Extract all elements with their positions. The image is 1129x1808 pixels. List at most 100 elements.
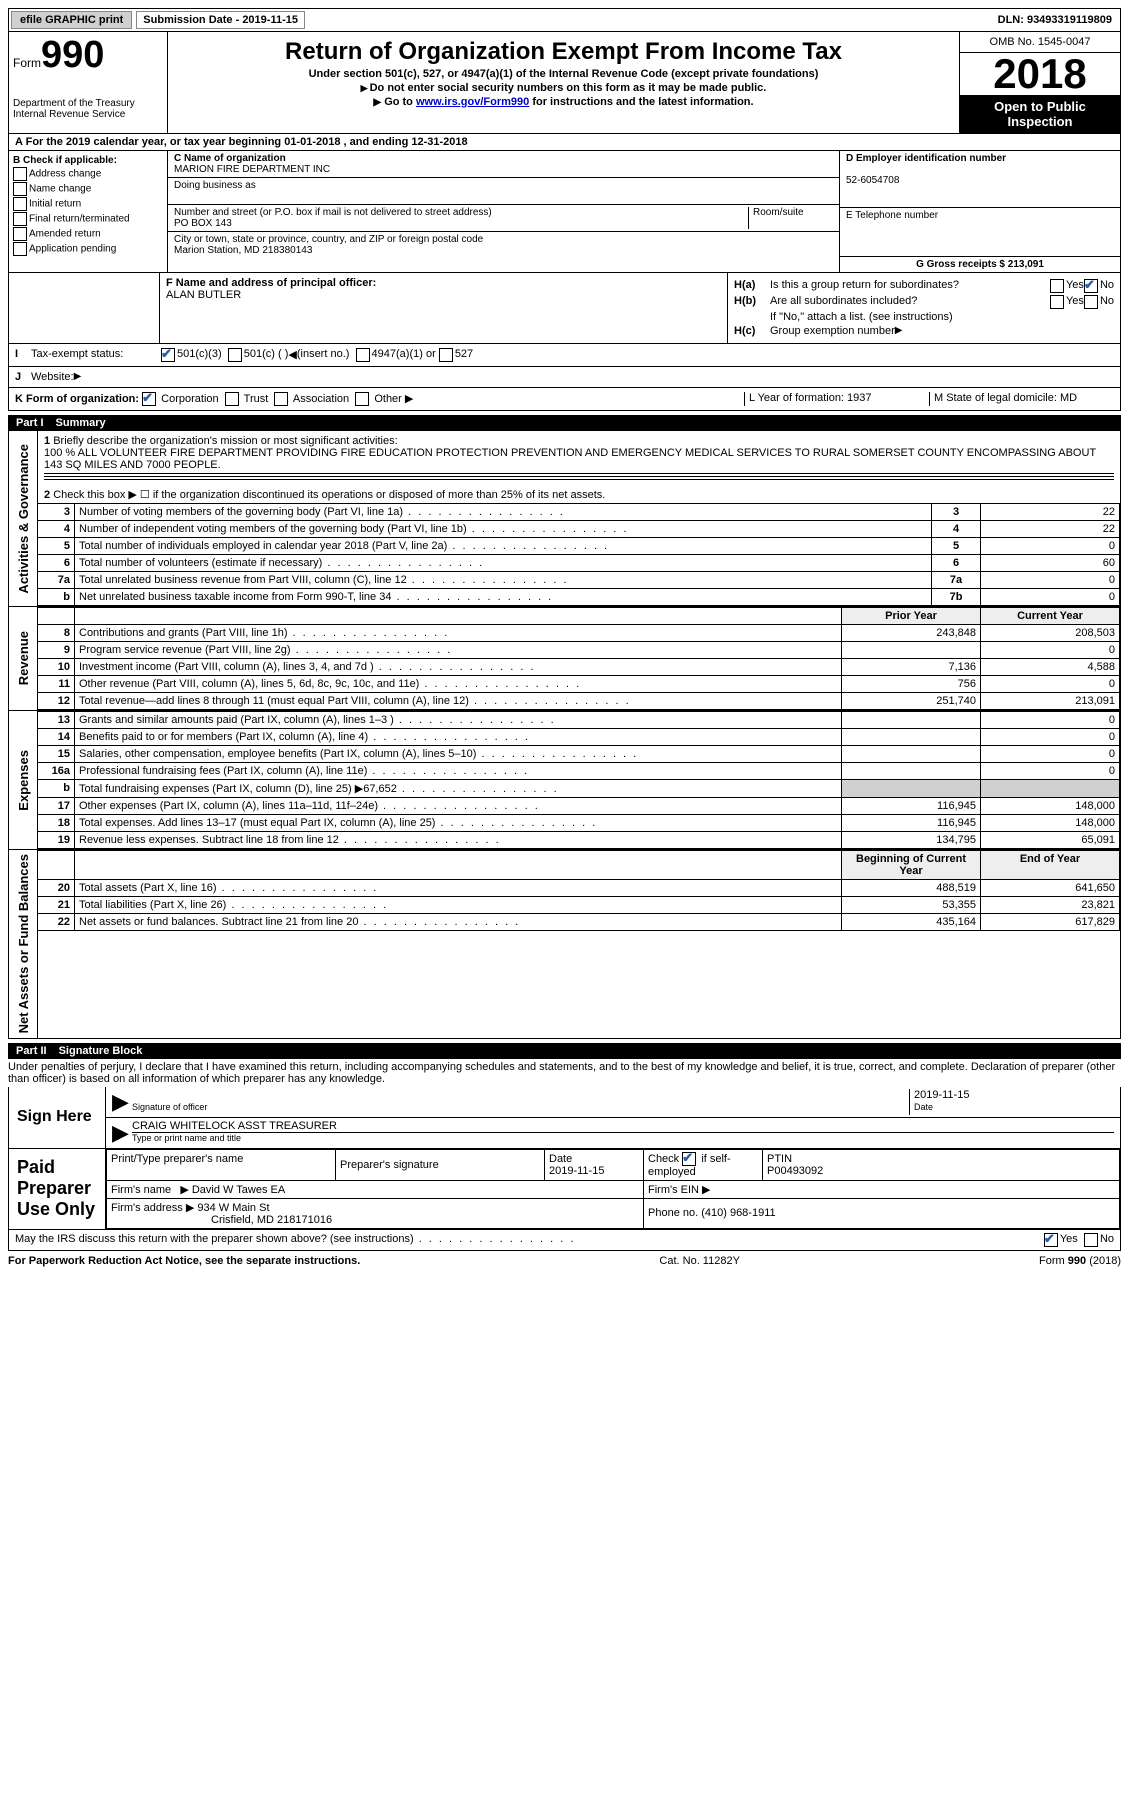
- ha-question: Is this a group return for subordinates?: [770, 279, 1050, 293]
- line-label: Total revenue—add lines 8 through 11 (mu…: [75, 693, 842, 710]
- line-number: 15: [38, 746, 75, 763]
- vlabel-net: Net Assets or Fund Balances: [16, 850, 31, 1037]
- opt-501c3: 501(c)(3): [177, 348, 222, 362]
- cell-current: 4,588: [981, 659, 1120, 676]
- hb-yes: Yes: [1066, 295, 1084, 309]
- efile-print-button[interactable]: efile GRAPHIC print: [11, 11, 132, 29]
- line-value: 0: [981, 572, 1120, 589]
- checkbox-name-change[interactable]: [13, 182, 27, 196]
- line-label: Salaries, other compensation, employee b…: [75, 746, 842, 763]
- checkbox-address-change[interactable]: [13, 167, 27, 181]
- line-label: Program service revenue (Part VIII, line…: [75, 642, 842, 659]
- checkbox-4947[interactable]: [356, 348, 370, 362]
- col-prior: Prior Year: [842, 608, 981, 625]
- sig-officer-label: Signature of officer: [132, 1102, 207, 1112]
- mission-text: 100 % ALL VOLUNTEER FIRE DEPARTMENT PROV…: [44, 447, 1096, 471]
- firm-addr-label: Firm's address: [111, 1202, 183, 1214]
- paid-preparer-label: Paid Preparer Use Only: [9, 1149, 106, 1229]
- opt-amended: Amended return: [29, 229, 101, 240]
- line1-label: Briefly describe the organization's miss…: [53, 435, 397, 447]
- checkbox-ha-yes[interactable]: [1050, 279, 1064, 293]
- hb-note: If "No," attach a list. (see instruction…: [734, 311, 1114, 323]
- checkbox-501c3[interactable]: [161, 348, 175, 362]
- table-expenses: 13 Grants and similar amounts paid (Part…: [38, 711, 1120, 849]
- checkbox-trust[interactable]: [225, 392, 239, 406]
- checkbox-527[interactable]: [439, 348, 453, 362]
- section-j: JWebsite: ▶: [8, 367, 1121, 388]
- checkbox-self-employed[interactable]: [682, 1152, 696, 1166]
- sign-here-label: Sign Here: [9, 1087, 106, 1148]
- prep-sig-label: Preparer's signature: [340, 1159, 439, 1171]
- cell-current: 617,829: [981, 914, 1120, 931]
- line-label: Other revenue (Part VIII, column (A), li…: [75, 676, 842, 693]
- form-number: 990: [41, 34, 104, 76]
- checkbox-other[interactable]: [355, 392, 369, 406]
- line-label: Contributions and grants (Part VIII, lin…: [75, 625, 842, 642]
- section-net-assets: Net Assets or Fund Balances Beginning of…: [8, 850, 1121, 1038]
- opt-final-return: Final return/terminated: [29, 214, 130, 225]
- line-label: Number of voting members of the governin…: [75, 504, 932, 521]
- checkbox-hb-yes[interactable]: [1050, 295, 1064, 309]
- line-number: 4: [38, 521, 75, 538]
- section-i: I Tax-exempt status: 501(c)(3) 501(c) ( …: [8, 344, 1121, 367]
- sig-date-label: Date: [914, 1102, 933, 1112]
- cell-prior: [842, 746, 981, 763]
- opt-address-change: Address change: [29, 169, 101, 180]
- line-label: Investment income (Part VIII, column (A)…: [75, 659, 842, 676]
- opt-527: 527: [455, 348, 473, 362]
- checkbox-amended[interactable]: [13, 227, 27, 241]
- col-current: End of Year: [981, 851, 1120, 880]
- tax-period: A For the 2019 calendar year, or tax yea…: [8, 134, 1121, 151]
- i-label: Tax-exempt status:: [31, 348, 161, 362]
- section-klm: K Form of organization: Corporation Trus…: [8, 388, 1121, 411]
- hb-no: No: [1100, 295, 1114, 309]
- firm-addr: 934 W Main St: [197, 1202, 269, 1214]
- cell-current: 213,091: [981, 693, 1120, 710]
- footer-right: Form 990 (2018): [1039, 1255, 1121, 1267]
- checkbox-final-return[interactable]: [13, 212, 27, 226]
- line-value: 22: [981, 504, 1120, 521]
- line-number: 3: [38, 504, 75, 521]
- checkbox-501c[interactable]: [228, 348, 242, 362]
- line-value: 0: [981, 538, 1120, 555]
- cell-current: 208,503: [981, 625, 1120, 642]
- opt-app-pending: Application pending: [29, 244, 116, 255]
- officer-name: CRAIG WHITELOCK ASST TREASURER: [132, 1120, 337, 1132]
- line-box: 7b: [932, 589, 981, 606]
- line-box: 5: [932, 538, 981, 555]
- opt-assoc: Association: [293, 393, 349, 405]
- opt-trust: Trust: [244, 393, 269, 405]
- line-number: 20: [38, 880, 75, 897]
- line-label: Total expenses. Add lines 13–17 (must eq…: [75, 815, 842, 832]
- cell-prior: 488,519: [842, 880, 981, 897]
- dba-label: Doing business as: [174, 180, 256, 191]
- cell-current: 0: [981, 712, 1120, 729]
- table-revenue: Prior YearCurrent Year8 Contributions an…: [38, 607, 1120, 710]
- line-number: 22: [38, 914, 75, 931]
- footer-left: For Paperwork Reduction Act Notice, see …: [8, 1255, 360, 1267]
- type-label: Type or print name and title: [132, 1132, 1114, 1143]
- form990-link[interactable]: www.irs.gov/Form990: [416, 96, 529, 108]
- checkbox-corp[interactable]: [142, 392, 156, 406]
- m-state: M State of legal domicile: MD: [929, 392, 1114, 406]
- checkbox-initial-return[interactable]: [13, 197, 27, 211]
- checkbox-discuss-yes[interactable]: [1044, 1233, 1058, 1247]
- checkbox-ha-no[interactable]: [1084, 279, 1098, 293]
- checkbox-hb-no[interactable]: [1084, 295, 1098, 309]
- org-address: PO BOX 143: [174, 218, 232, 229]
- checkbox-app-pending[interactable]: [13, 242, 27, 256]
- firm-name: David W Tawes EA: [192, 1184, 285, 1196]
- cell-current: 148,000: [981, 815, 1120, 832]
- line-label: Total assets (Part X, line 16): [75, 880, 842, 897]
- cell-prior: [842, 642, 981, 659]
- vlabel-revenue: Revenue: [16, 627, 31, 689]
- ha-no: No: [1100, 279, 1114, 293]
- section-revenue: Revenue Prior YearCurrent Year8 Contribu…: [8, 607, 1121, 711]
- line-value: 60: [981, 555, 1120, 572]
- line-label: Number of independent voting members of …: [75, 521, 932, 538]
- line-number: 8: [38, 625, 75, 642]
- checkbox-discuss-no[interactable]: [1084, 1233, 1098, 1247]
- checkbox-assoc[interactable]: [274, 392, 288, 406]
- line-label: Total number of volunteers (estimate if …: [75, 555, 932, 572]
- principal-officer: ALAN BUTLER: [166, 289, 721, 301]
